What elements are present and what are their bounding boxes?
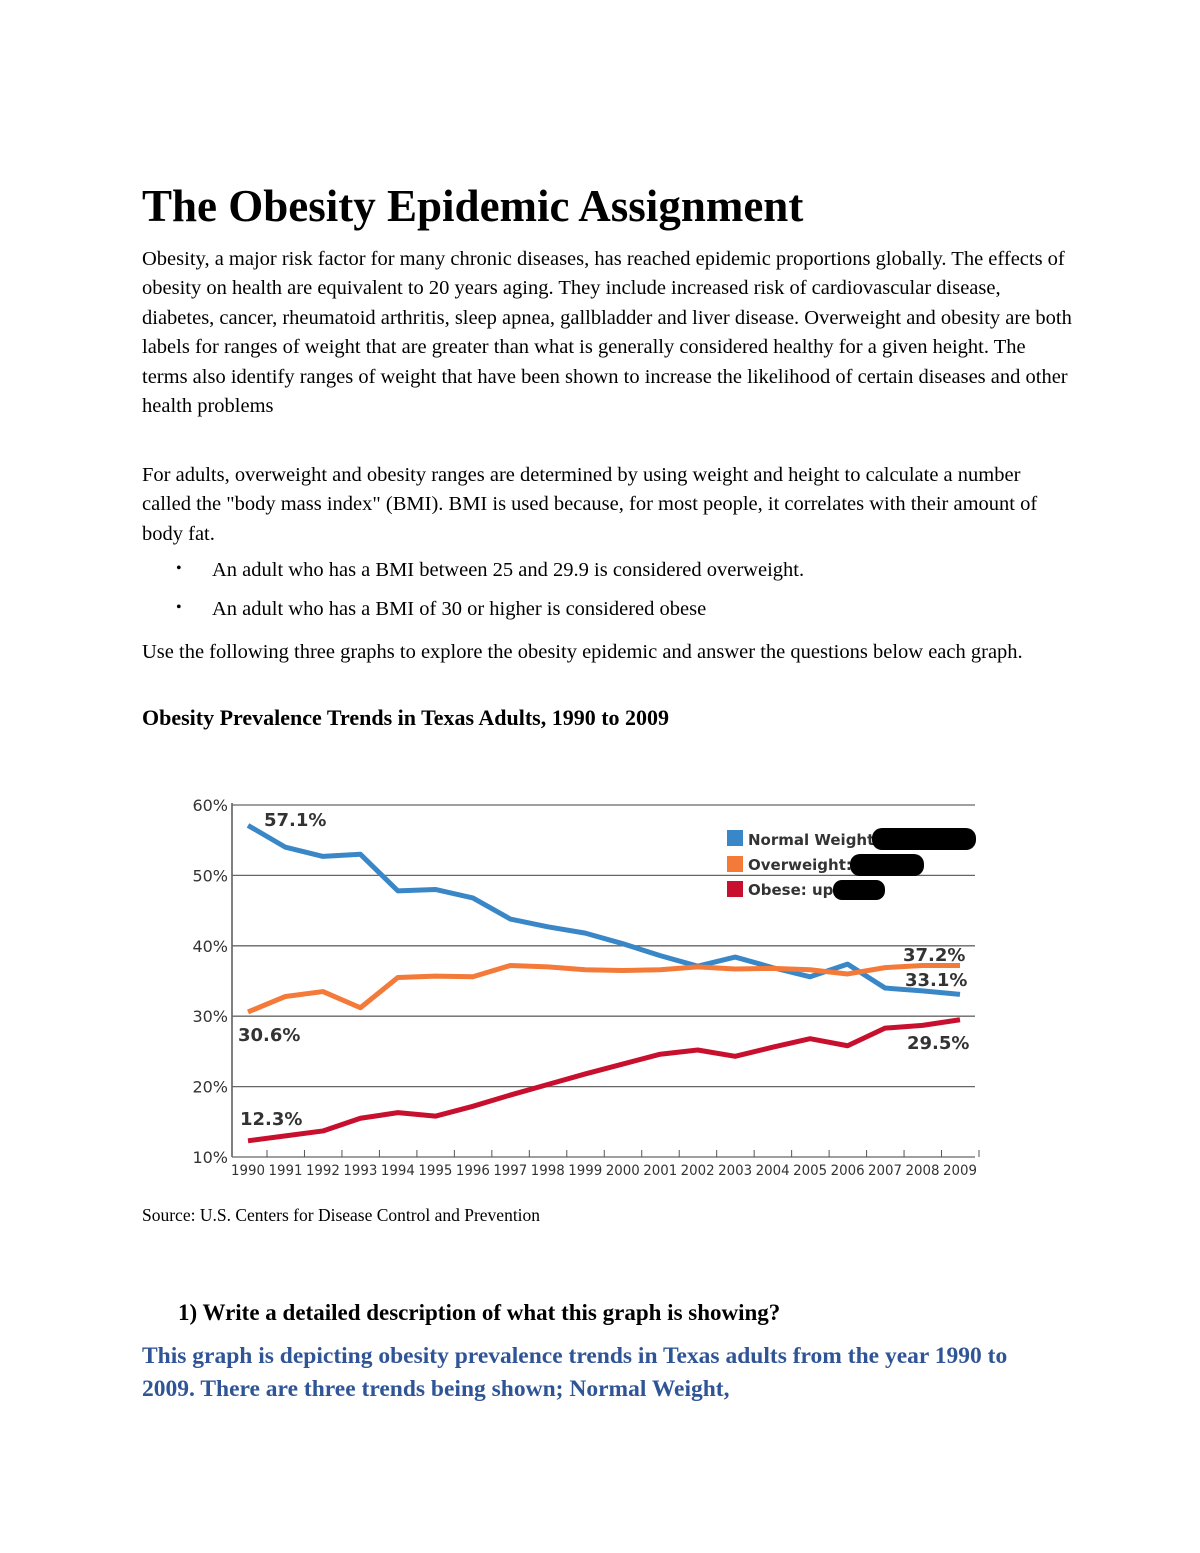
y-tick-label: 50% xyxy=(192,866,228,885)
x-tick-label: 2001 xyxy=(643,1163,677,1179)
bullet-item: An adult who has a BMI of 30 or higher i… xyxy=(212,598,707,620)
x-tick-label: 1990 xyxy=(231,1163,265,1179)
series-line-2 xyxy=(247,1017,961,1144)
x-tick-label: 2006 xyxy=(831,1163,865,1179)
redaction-mark xyxy=(833,880,885,900)
y-tick-label: 60% xyxy=(192,796,228,815)
x-tick-label: 1998 xyxy=(531,1163,565,1179)
data-label: 57.1% xyxy=(264,810,326,831)
x-tick-label: 2008 xyxy=(906,1163,940,1179)
x-tick-label: 1996 xyxy=(456,1163,490,1179)
chart-legend: Normal Weight: Overweight: Obese: up xyxy=(727,828,976,900)
y-tick-label: 10% xyxy=(192,1148,228,1167)
data-label: 37.2% xyxy=(903,945,965,966)
redaction-mark xyxy=(872,828,976,850)
legend-swatch-normal xyxy=(727,830,743,846)
data-label: 12.3% xyxy=(240,1109,302,1130)
bullet-icon: • xyxy=(176,599,182,616)
redaction-mark xyxy=(850,854,924,876)
legend-label-obese: Obese: up xyxy=(748,881,834,899)
x-tick-label: 2009 xyxy=(943,1163,977,1179)
data-label: 29.5% xyxy=(907,1033,969,1054)
y-tick-label: 40% xyxy=(192,937,228,956)
x-tick-label: 2005 xyxy=(793,1163,827,1179)
x-tick-label: 2002 xyxy=(681,1163,715,1179)
chart-source: Source: U.S. Centers for Disease Control… xyxy=(142,1205,541,1225)
instructions-paragraph: Use the following three graphs to explor… xyxy=(142,641,1023,663)
series-line-1 xyxy=(247,963,960,1015)
x-tick-label: 1992 xyxy=(306,1163,340,1179)
chart-heading: Obesity Prevalence Trends in Texas Adult… xyxy=(142,705,670,730)
x-tick-label: 2003 xyxy=(718,1163,752,1179)
data-label: 30.6% xyxy=(238,1025,300,1046)
bmi-paragraph: For adults, overweight and obesity range… xyxy=(142,464,1038,545)
legend-swatch-overweight xyxy=(727,856,743,872)
page-title: The Obesity Epidemic Assignment xyxy=(142,181,804,231)
legend-label-normal: Normal Weight: xyxy=(748,831,880,849)
x-tick-label: 1993 xyxy=(343,1163,377,1179)
x-tick-label: 2007 xyxy=(868,1163,902,1179)
x-tick-label: 1991 xyxy=(268,1163,302,1179)
bullet-item: An adult who has a BMI between 25 and 29… xyxy=(212,559,805,581)
series-line-0 xyxy=(246,823,961,997)
bullet-icon: • xyxy=(176,560,182,577)
x-tick-label: 1999 xyxy=(568,1163,602,1179)
legend-swatch-obese xyxy=(727,881,743,897)
answer-1[interactable]: This graph is depicting obesity prevalen… xyxy=(142,1343,1008,1402)
legend-label-overweight: Overweight: xyxy=(748,856,852,874)
x-tick-label: 2004 xyxy=(756,1163,790,1179)
data-label: 33.1% xyxy=(905,970,967,991)
x-tick-label: 2000 xyxy=(606,1163,640,1179)
question-1: 1) Write a detailed description of what … xyxy=(178,1300,781,1325)
x-tick-label: 1997 xyxy=(493,1163,527,1179)
intro-paragraph: Obesity, a major risk factor for many ch… xyxy=(142,248,1072,418)
y-tick-label: 30% xyxy=(192,1007,228,1026)
x-tick-label: 1994 xyxy=(381,1163,415,1179)
x-tick-label: 1995 xyxy=(418,1163,452,1179)
y-tick-label: 20% xyxy=(192,1078,228,1097)
